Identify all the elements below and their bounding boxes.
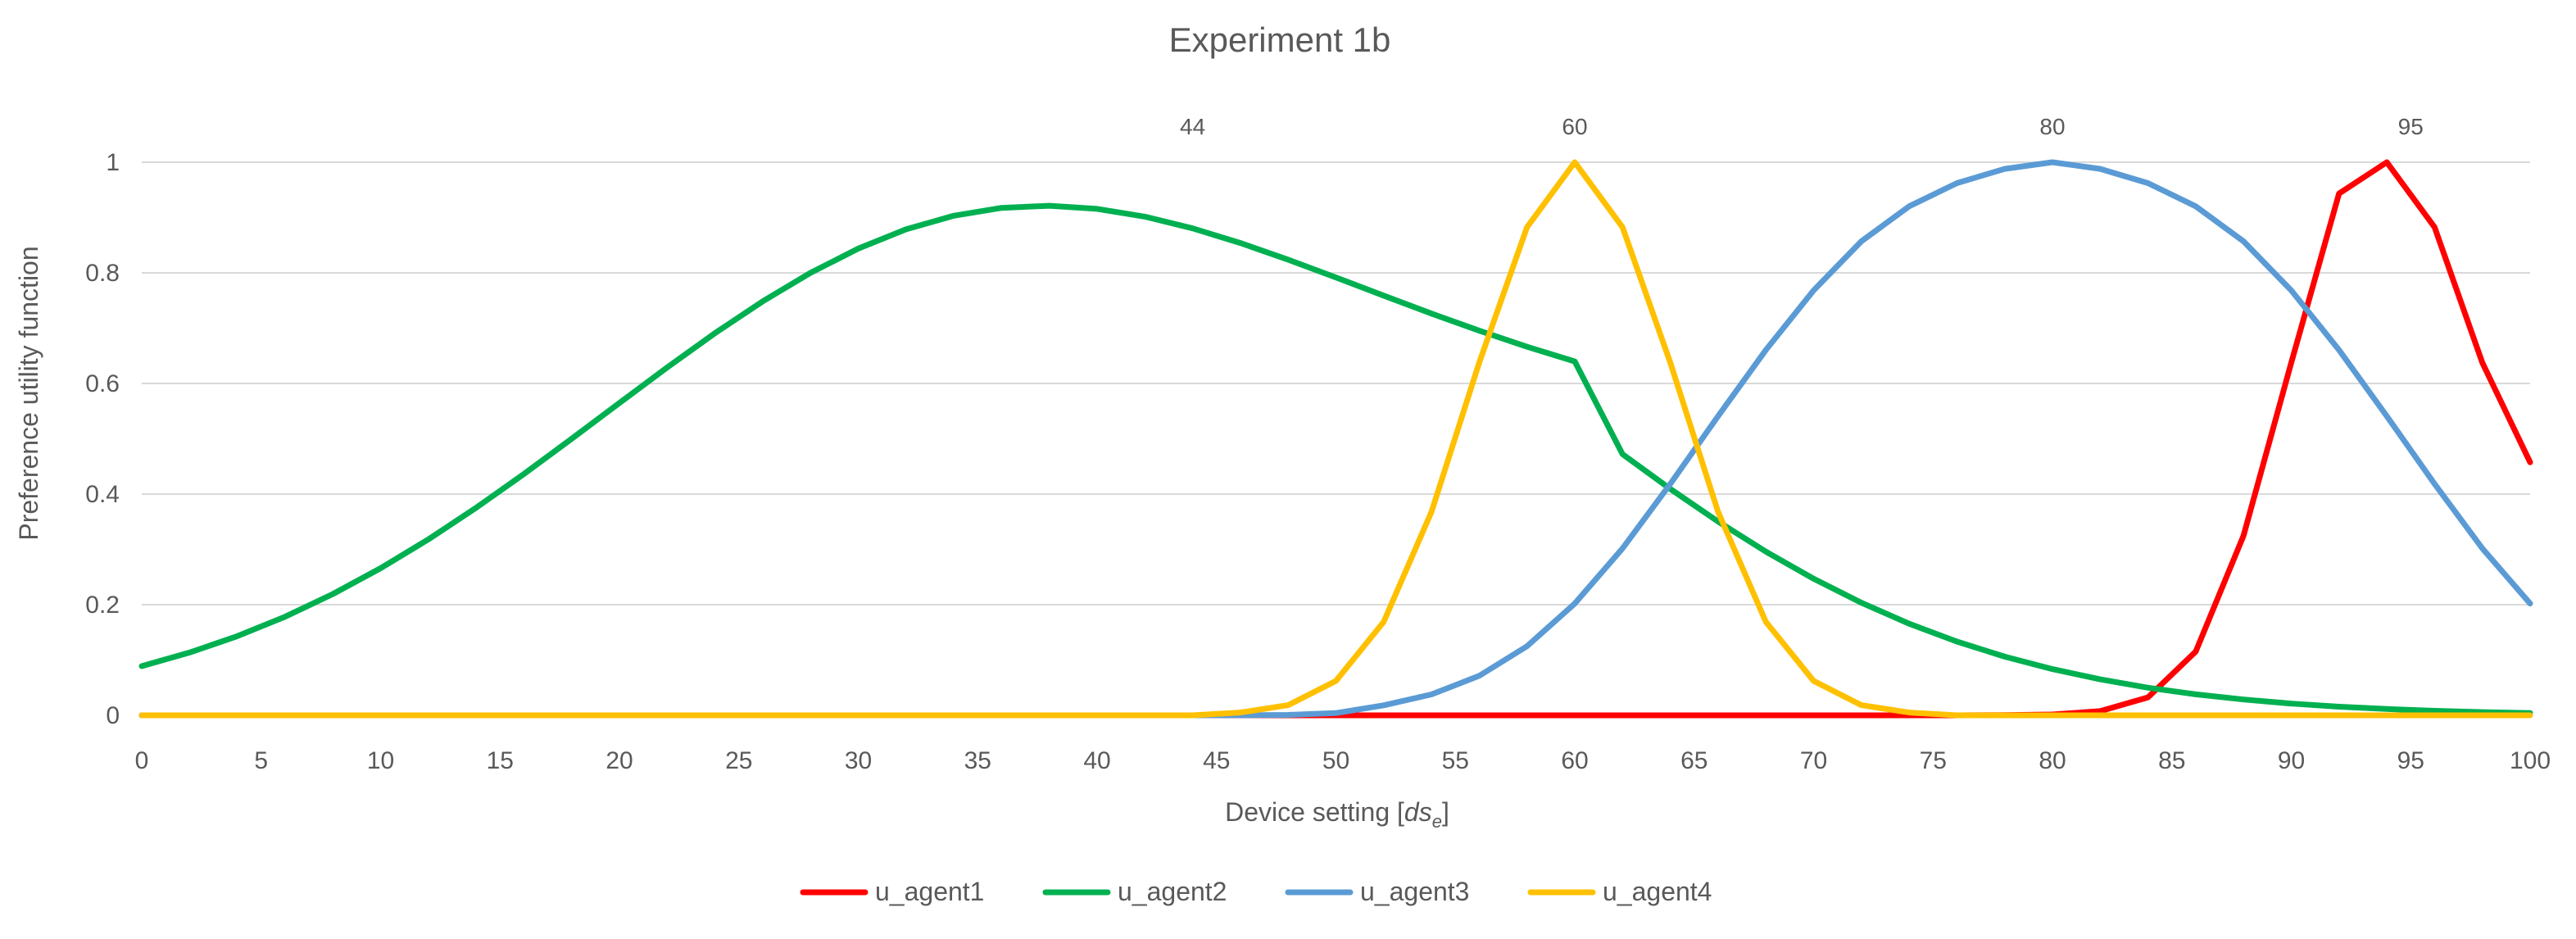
x-tick-label: 50 — [1322, 747, 1349, 774]
x-axis-label-italic: ds — [1404, 797, 1432, 827]
series-line-u_agent2 — [142, 206, 2530, 713]
x-tick-label: 55 — [1442, 747, 1469, 774]
series-line-u_agent3 — [142, 162, 2530, 715]
x-tick-label: 40 — [1083, 747, 1110, 774]
x-tick-label: 70 — [1800, 747, 1827, 774]
x-tick-label: 15 — [487, 747, 514, 774]
x-axis-label-main: Device setting [ — [1225, 797, 1404, 827]
x-tick-label: 0 — [135, 747, 149, 774]
x-tick-label: 100 — [2510, 747, 2551, 774]
legend: u_agent1 u_agent2 u_agent3 u_agent4 — [803, 877, 1712, 906]
peak-label: 60 — [1562, 114, 1587, 139]
chart: Experiment 1b 0 0.2 0.4 0.6 0.8 1 0 5 10 15 20 25 3… — [0, 0, 2576, 939]
x-tick-label: 85 — [2158, 747, 2185, 774]
plot-series — [142, 162, 2530, 715]
x-tick-label: 5 — [254, 747, 268, 774]
x-axis-label-close: ] — [1442, 797, 1449, 827]
x-axis-label-subscript: e — [1432, 811, 1442, 832]
y-tick-label: 0.4 — [85, 481, 120, 508]
peak-label: 95 — [2398, 114, 2424, 139]
x-tick-label: 35 — [964, 747, 991, 774]
chart-title: Experiment 1b — [1169, 20, 1391, 59]
y-tick-label: 0.8 — [85, 260, 120, 287]
peak-labels: 44 60 80 95 — [1180, 114, 2424, 139]
x-tick-label: 65 — [1680, 747, 1708, 774]
legend-label-u_agent4: u_agent4 — [1603, 877, 1712, 906]
x-tick-label: 60 — [1561, 747, 1588, 774]
y-tick-label: 0.6 — [85, 370, 120, 397]
x-tick-label: 10 — [367, 747, 394, 774]
gridlines — [142, 162, 2530, 715]
x-tick-label: 25 — [725, 747, 752, 774]
x-tick-label: 45 — [1203, 747, 1230, 774]
peak-label: 44 — [1180, 114, 1205, 139]
y-tick-label: 0 — [106, 702, 120, 729]
y-tick-label: 0.2 — [85, 592, 120, 619]
x-tick-label: 80 — [2039, 747, 2066, 774]
y-tick-label: 1 — [106, 149, 120, 176]
x-tick-label: 75 — [1920, 747, 1947, 774]
series-line-u_agent4 — [142, 162, 2530, 715]
y-axis-ticks: 0 0.2 0.4 0.6 0.8 1 — [85, 149, 120, 729]
legend-label-u_agent2: u_agent2 — [1118, 877, 1227, 906]
legend-label-u_agent3: u_agent3 — [1360, 877, 1469, 906]
x-tick-label: 95 — [2397, 747, 2424, 774]
y-axis-label: Preference utility function — [14, 246, 43, 540]
x-axis-ticks: 0 5 10 15 20 25 30 35 40 45 50 55 60 65 70 75 80 85 90 95 10… — [135, 747, 2551, 774]
x-axis-label: Device setting [dse] — [1225, 797, 1449, 832]
series-line-u_agent1 — [142, 162, 2530, 715]
x-tick-label: 20 — [605, 747, 633, 774]
peak-label: 80 — [2039, 114, 2065, 139]
x-tick-label: 30 — [845, 747, 872, 774]
legend-label-u_agent1: u_agent1 — [875, 877, 984, 906]
x-tick-label: 90 — [2278, 747, 2305, 774]
